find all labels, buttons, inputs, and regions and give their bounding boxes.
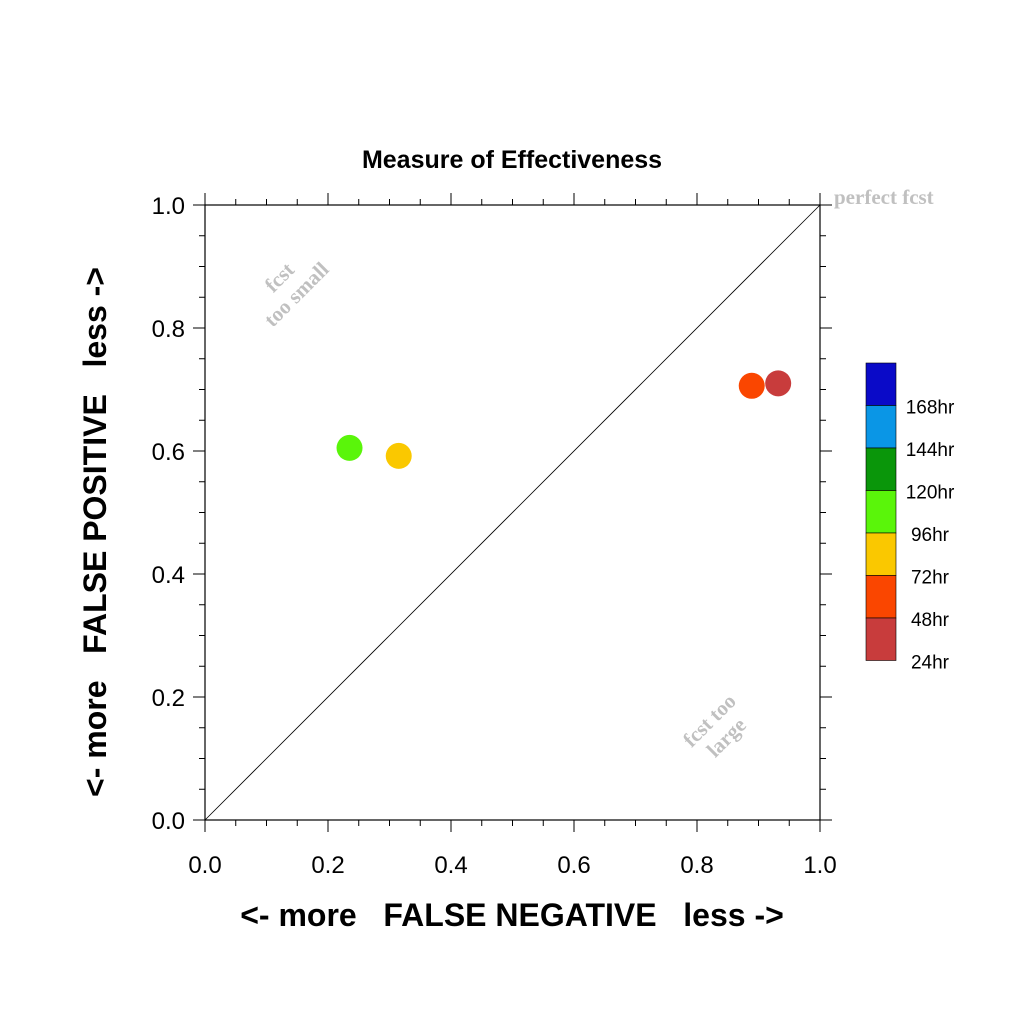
data-point-96hr [336, 434, 363, 461]
data-point-72hr [385, 442, 412, 469]
perfect-forecast-diagonal [204, 204, 821, 821]
annotation-fcst-too-large: fcst too large [678, 689, 751, 762]
legend-swatch-120hr [865, 447, 897, 491]
y-tick-label: 0.6 [152, 439, 185, 466]
legend-label-168hr: 168hr [906, 397, 955, 418]
annotation-fcst-too-small: fcst too small [259, 257, 333, 331]
data-points [336, 370, 792, 469]
chart-title: Measure of Effectiveness [362, 146, 662, 174]
y-tick-label: 0.8 [152, 316, 185, 343]
x-tick-label: 1.0 [803, 852, 836, 879]
data-point-24hr [765, 370, 792, 397]
legend-label-48hr: 48hr [911, 610, 950, 631]
legend-label-24hr: 24hr [911, 652, 950, 673]
y-tick-label: 0.0 [152, 808, 185, 835]
x-tick-label: 0.0 [188, 852, 221, 879]
legend-label-72hr: 72hr [911, 567, 950, 588]
legend-label-96hr: 96hr [911, 525, 950, 546]
x-tick-label: 0.6 [557, 852, 590, 879]
legend-label-144hr: 144hr [906, 440, 955, 461]
data-point-48hr [738, 372, 765, 399]
legend-swatch-48hr [865, 575, 897, 619]
axis-ticks [193, 193, 832, 832]
legend-swatch-168hr [865, 362, 897, 406]
y-tick-label: 0.2 [152, 685, 185, 712]
legend-swatch-72hr [865, 532, 897, 576]
x-axis-label: <- more FALSE NEGATIVE less -> [240, 897, 784, 933]
x-tick-label: 0.2 [311, 852, 344, 879]
legend: 168hr 144hr 120hr 96hr 72hr 48hr 24hr [865, 362, 955, 673]
annotation-perfect-fcst: perfect fcst [834, 185, 934, 209]
legend-swatch-144hr [865, 405, 897, 449]
x-tick-label: 0.4 [434, 852, 467, 879]
legend-label-120hr: 120hr [906, 482, 955, 503]
legend-swatch-96hr [865, 490, 897, 534]
y-tick-label: 1.0 [152, 193, 185, 220]
axis-tick-labels: 0.0 0.2 0.4 0.6 0.8 1.0 0.0 0.2 0.4 0.6 0.8 1.0 [152, 193, 837, 879]
y-tick-label: 0.4 [152, 562, 185, 589]
legend-swatch-24hr [865, 617, 897, 661]
y-axis-label: <- more FALSE POSITIVE less -> [77, 267, 113, 797]
x-tick-label: 0.8 [680, 852, 713, 879]
